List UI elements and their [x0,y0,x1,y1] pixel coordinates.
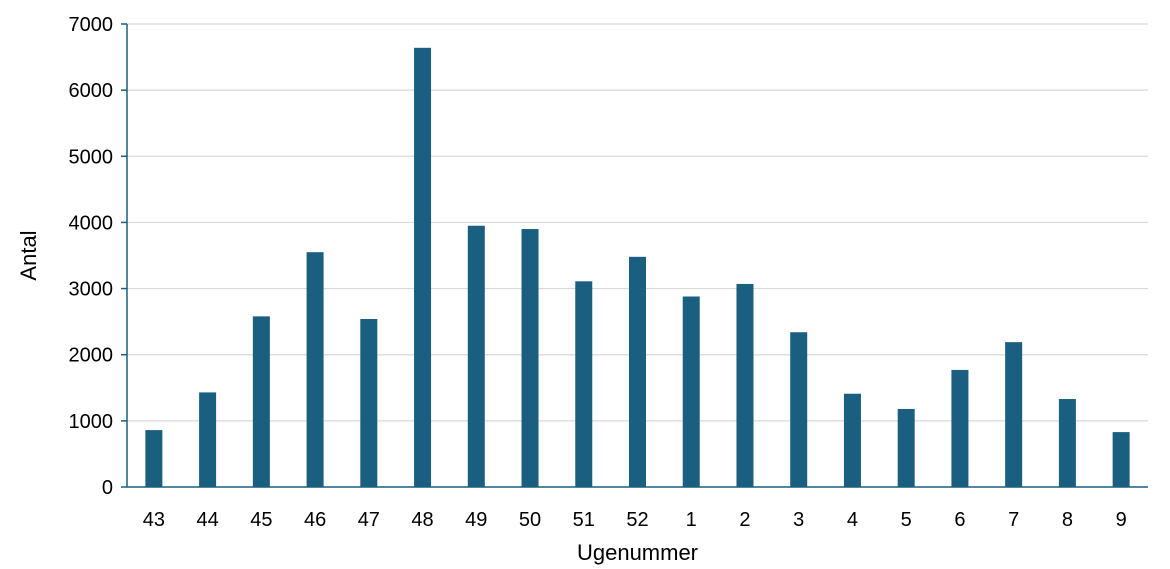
x-tick-label: 2 [739,509,750,531]
x-axis-ticks: 43 44 45 46 47 48 49 50 51 52 1 2 3 4 5 6 7 8 9 [143,509,1127,531]
x-tick-label: 9 [1116,509,1127,531]
bar-week-51 [575,281,593,487]
y-axis-ticks: 0 1000 2000 3000 4000 5000 6000 7000 [69,14,127,499]
x-tick-label: 5 [901,509,912,531]
bar-week-50 [521,229,539,488]
y-tick-label: 2000 [69,345,114,367]
axes [126,24,1148,488]
x-tick-label: 48 [411,509,433,531]
bar-week-4 [843,393,861,487]
bar-week-3 [790,332,808,487]
y-tick-label: 7000 [69,14,114,36]
bar-week-8 [1058,399,1076,487]
x-tick-label: 4 [847,509,858,531]
x-axis-title: Ugenummer [577,540,698,565]
x-tick-label: 46 [304,509,326,531]
x-tick-label: 7 [1008,509,1019,531]
bar-week-9 [1112,432,1130,487]
bar-week-44 [199,392,217,487]
bar-week-2 [736,283,754,487]
bar-week-1 [682,296,700,487]
x-tick-label: 1 [686,509,697,531]
bar-week-46 [306,252,324,487]
bar-week-49 [467,225,485,487]
bar-week-7 [1005,342,1023,487]
x-tick-label: 51 [573,509,595,531]
y-tick-label: 1000 [69,411,114,433]
x-tick-label: 8 [1062,509,1073,531]
y-tick-label: 4000 [69,212,114,234]
bar-week-45 [252,316,270,487]
x-tick-label: 50 [519,509,541,531]
bar-week-5 [897,408,915,487]
x-tick-label: 6 [954,509,965,531]
bar-week-47 [360,318,378,487]
bars [145,47,1130,488]
y-tick-label: 5000 [69,146,114,168]
y-axis-title: Antal [16,230,41,280]
x-tick-label: 43 [143,509,165,531]
bar-week-6 [951,369,969,487]
y-tick-label: 0 [102,477,113,499]
bar-week-52 [629,256,646,487]
x-tick-label: 3 [793,509,804,531]
bar-week-43 [145,430,163,487]
y-tick-label: 3000 [69,279,114,301]
x-tick-label: 49 [465,509,487,531]
y-tick-label: 6000 [69,80,114,102]
bar-week-48 [414,47,432,487]
x-tick-label: 45 [250,509,272,531]
x-tick-label: 47 [358,509,380,531]
x-tick-label: 52 [626,509,648,531]
x-tick-label: 44 [196,509,218,531]
